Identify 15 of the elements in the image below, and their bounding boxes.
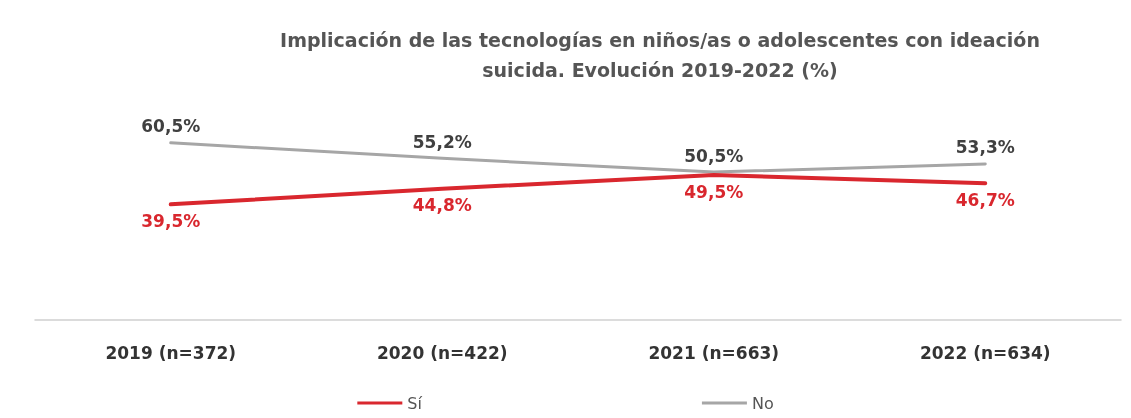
data-label: 50,5%: [684, 145, 744, 166]
legend-label: No: [751, 393, 774, 413]
legend-label: Sí: [407, 393, 423, 413]
data-label: 60,5%: [141, 116, 201, 137]
data-label: 53,3%: [955, 137, 1015, 158]
data-label: 39,5%: [141, 210, 201, 231]
data-label: 49,5%: [684, 181, 744, 202]
x-tick-label: 2019 (n=372): [105, 342, 237, 363]
x-tick-label: 2021 (n=663): [648, 342, 780, 363]
data-label: 46,7%: [955, 189, 1015, 210]
data-label: 55,2%: [412, 131, 472, 152]
x-tick-label: 2020 (n=422): [376, 342, 508, 363]
x-tick-label: 2022 (n=634): [919, 342, 1051, 363]
chart-title: Implicación de las tecnologías en niños/as o adolescentes con ideación suicida. Evolución 2019-2022 (%): [280, 29, 1040, 81]
data-label: 44,8%: [412, 195, 472, 216]
